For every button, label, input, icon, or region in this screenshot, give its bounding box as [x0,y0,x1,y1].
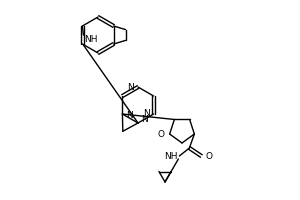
Text: O: O [206,152,212,161]
Text: N: N [126,112,133,120]
Text: N: N [143,110,150,118]
Text: N: N [141,116,148,124]
Text: O: O [158,130,165,139]
Text: NH: NH [164,152,177,161]
Text: N: N [127,82,134,92]
Text: NH: NH [84,36,98,45]
